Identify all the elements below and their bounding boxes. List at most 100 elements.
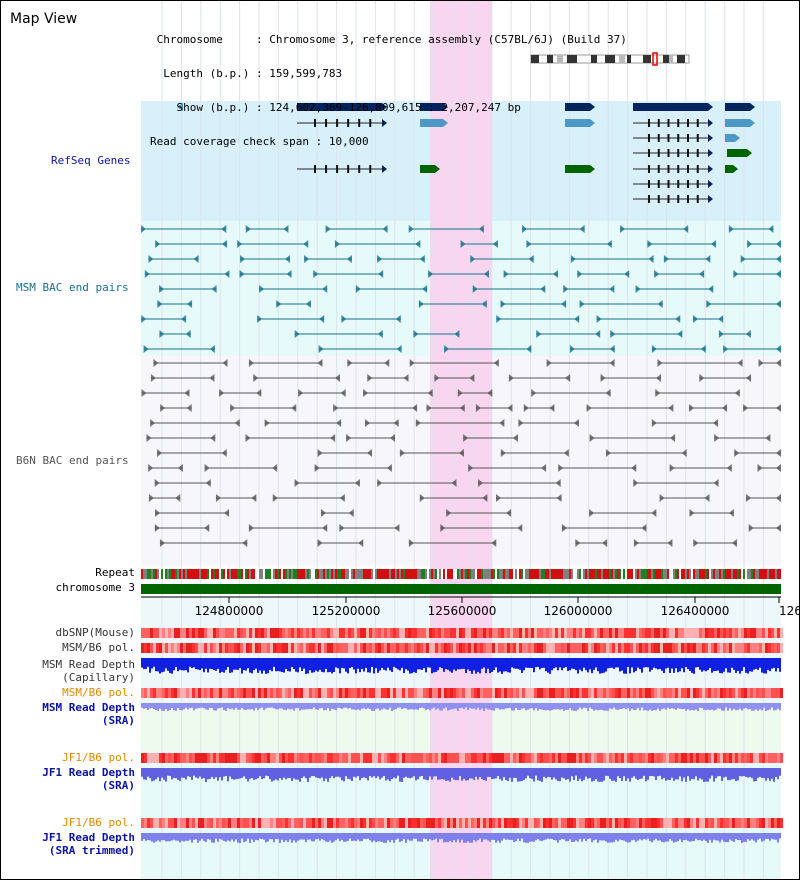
jf1-depth-bar xyxy=(143,768,145,780)
b6n-bac-pair-end xyxy=(713,479,719,487)
jf1-b6-pol-trim-segment xyxy=(666,818,669,828)
msm-b6-pol-sra-segment xyxy=(504,688,507,698)
msm-depth-capillary-bar xyxy=(331,658,333,674)
msm-b6-pol-sra-segment xyxy=(177,688,180,698)
msm-depth-capillary-bar xyxy=(183,658,185,671)
jf1-b6-pol-trim-segment xyxy=(714,818,717,828)
region-info: Chromosome : Chromosome 3, reference ass… xyxy=(150,33,627,148)
msm-depth-sra-bar xyxy=(157,703,159,711)
repeat-segment xyxy=(343,569,345,579)
dbsnp-segment xyxy=(351,628,354,638)
jf1-depth-bar xyxy=(179,768,181,781)
track-label-chromosome[interactable]: chromosome 3 xyxy=(55,581,135,594)
msm-b6-pol-segment xyxy=(357,643,360,653)
track-label-msm-depth-sra[interactable]: MSM Read Depth xyxy=(42,701,135,714)
track-label-msm-bac[interactable]: MSM BAC end pairs xyxy=(16,281,129,294)
msm-depth-capillary-bar xyxy=(669,658,671,673)
msm-depth-sra-bar xyxy=(191,703,193,708)
msm-b6-pol-segment xyxy=(315,643,318,653)
jf1-depth-bar xyxy=(713,768,715,782)
dbsnp-segment xyxy=(528,628,531,638)
jf1-b6-pol-trim-segment xyxy=(729,818,732,828)
jf1-b6-pol-segment xyxy=(480,753,483,763)
repeat-segment xyxy=(545,569,547,579)
jf1-depth-trim-bar xyxy=(355,833,357,842)
msm-depth-capillary-bar xyxy=(587,658,589,673)
jf1-b6-pol-trim-segment xyxy=(405,818,408,828)
msm-depth-capillary-bar xyxy=(167,658,169,671)
msm-depth-capillary-bar xyxy=(287,658,289,672)
track-label-jf1-b6-pol-trim[interactable]: JF1/B6 pol. xyxy=(62,816,135,829)
jf1-b6-pol-segment xyxy=(354,753,357,763)
msm-depth-sra-bar xyxy=(471,703,473,709)
track-label-repeat[interactable]: Repeat xyxy=(95,566,135,579)
msm-b6-pol-segment xyxy=(159,643,162,653)
repeat-segment xyxy=(535,569,537,579)
msm-depth-sra-bar xyxy=(231,703,233,709)
dbsnp-segment xyxy=(414,628,417,638)
track-label-msm-b6-pol[interactable]: MSM/B6 pol. xyxy=(62,641,135,654)
track-label-msm-depth-cap[interactable]: MSM Read Depth xyxy=(42,658,135,671)
jf1-depth-trim-bar xyxy=(431,833,433,841)
repeat-segment xyxy=(513,569,515,579)
msm-depth-sra-bar xyxy=(255,703,257,708)
msm-depth-capillary-bar xyxy=(213,658,215,671)
jf1-b6-pol-trim-segment xyxy=(627,818,630,828)
msm-b6-pol-sra-segment xyxy=(705,688,708,698)
repeat-segment xyxy=(437,569,439,579)
msm-depth-sra-bar xyxy=(691,703,693,710)
repeat-segment xyxy=(657,569,659,579)
track-label-refseq[interactable]: RefSeq Genes xyxy=(51,154,131,167)
msm-depth-capillary-bar xyxy=(447,658,449,670)
jf1-depth-bar xyxy=(347,768,349,779)
msm-depth-capillary-bar xyxy=(155,658,157,672)
refseq-exon xyxy=(696,165,699,173)
msm-depth-capillary-bar xyxy=(679,658,681,672)
msm-depth-sra-bar xyxy=(441,703,443,711)
repeat-segment xyxy=(555,569,557,579)
track-label-jf1-b6-pol[interactable]: JF1/B6 pol. xyxy=(62,751,135,764)
msm-depth-capillary-bar xyxy=(495,658,497,668)
refseq-gene xyxy=(725,134,735,142)
track-label-jf1-depth[interactable]: JF1 Read Depth xyxy=(42,766,135,779)
jf1-depth-trim-bar xyxy=(635,833,637,842)
refseq-exon xyxy=(336,119,339,127)
msm-depth-sra-bar xyxy=(207,703,209,710)
axis-tick-label: 126400000 xyxy=(661,604,730,618)
msm-depth-sra-bar xyxy=(473,703,475,709)
msm-b6-pol-sra-segment xyxy=(198,688,201,698)
msm-depth-capillary-bar xyxy=(551,658,553,671)
msm-depth-sra-bar xyxy=(385,703,387,710)
msm-depth-sra-bar xyxy=(507,703,509,709)
msm-b6-pol-sra-segment xyxy=(588,688,591,698)
msm-depth-capillary-bar xyxy=(275,658,277,672)
dbsnp-segment xyxy=(417,628,420,638)
jf1-depth-trim-bar xyxy=(395,833,397,840)
jf1-depth-bar xyxy=(661,768,663,780)
msm-bac-pair-end xyxy=(776,270,781,278)
msm-depth-sra-bar xyxy=(697,703,699,711)
jf1-depth-bar xyxy=(705,768,707,782)
repeat-segment xyxy=(289,569,291,579)
repeat-segment xyxy=(315,569,317,579)
jf1-b6-pol-segment xyxy=(774,753,777,763)
jf1-b6-pol-segment xyxy=(780,753,783,763)
msm-depth-sra-bar xyxy=(713,703,715,711)
jf1-b6-pol-trim-segment xyxy=(186,818,189,828)
track-label-msm-b6-pol-sra[interactable]: MSM/B6 pol. xyxy=(62,686,135,699)
repeat-segment xyxy=(389,569,391,579)
jf1-b6-pol-trim-segment xyxy=(468,818,471,828)
dbsnp-segment xyxy=(576,628,579,638)
msm-depth-capillary-bar xyxy=(203,658,205,673)
msm-depth-capillary-bar xyxy=(181,658,183,671)
track-label-dbsnp[interactable]: dbSNP(Mouse) xyxy=(55,626,135,639)
dbsnp-segment xyxy=(312,628,315,638)
msm-b6-pol-segment xyxy=(636,643,639,653)
msm-b6-pol-segment xyxy=(669,643,672,653)
jf1-depth-bar xyxy=(173,768,175,778)
track-label-jf1-depth-trim[interactable]: JF1 Read Depth xyxy=(42,831,135,844)
b6n-bac-pair-end xyxy=(776,449,781,457)
jf1-depth-bar xyxy=(203,768,205,779)
track-label-b6n-bac[interactable]: B6N BAC end pairs xyxy=(16,454,129,467)
msm-depth-sra-bar xyxy=(479,703,481,711)
